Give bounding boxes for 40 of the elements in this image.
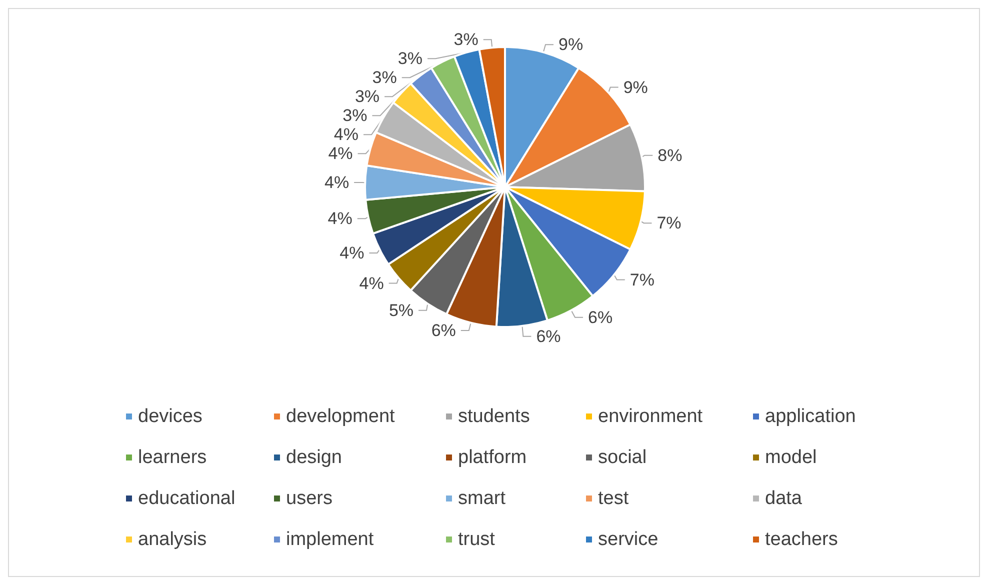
legend-label: smart (458, 488, 506, 509)
legend-label: analysis (138, 529, 207, 550)
legend-label: application (765, 406, 856, 427)
legend-label: devices (138, 406, 202, 427)
data-label: 4% (328, 144, 353, 164)
data-label: 4% (334, 125, 358, 144)
legend-label: trust (458, 529, 496, 550)
data-label: 4% (324, 172, 350, 192)
data-label: 3% (354, 87, 380, 106)
data-label: 6% (536, 326, 561, 346)
data-label: 3% (454, 30, 478, 50)
legend-label: educational (138, 488, 236, 509)
data-label: 6% (431, 321, 456, 340)
data-label: 8% (658, 146, 682, 165)
legend-label: environment (598, 406, 704, 427)
data-label: 9% (623, 78, 648, 97)
data-label: 7% (656, 214, 682, 233)
data-label: 4% (328, 209, 352, 228)
legend-label: users (286, 488, 332, 509)
legend-label: development (286, 406, 396, 427)
legend-label: learners (138, 447, 207, 468)
data-label: 3% (342, 106, 368, 126)
data-label: 4% (359, 274, 384, 293)
data-label: 5% (388, 300, 414, 320)
legend-label: students (458, 406, 530, 427)
data-label: 9% (558, 35, 584, 54)
data-label: 3% (398, 49, 423, 68)
legend-label: test (598, 488, 630, 509)
legend-label: implement (286, 529, 374, 550)
data-label: 6% (588, 308, 613, 327)
data-label: 4% (340, 243, 364, 262)
legend-label: social (598, 447, 647, 468)
legend-label: data (765, 488, 802, 509)
legend-label: design (286, 447, 342, 468)
legend-label: model (765, 447, 817, 468)
legend-label: teachers (765, 529, 838, 550)
legend-label: platform (458, 447, 527, 468)
data-label: 3% (372, 68, 397, 88)
data-label: 7% (630, 270, 654, 290)
legend-label: service (598, 529, 658, 550)
